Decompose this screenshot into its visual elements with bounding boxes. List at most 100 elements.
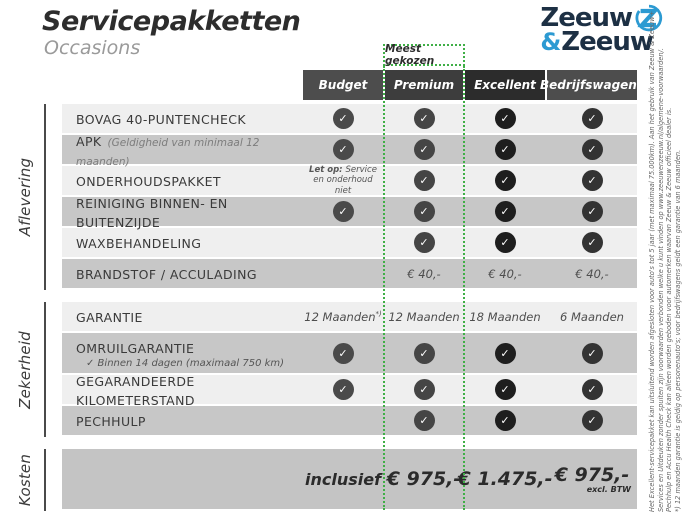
row-label-cell: APK (Geldigheid van minimaal 12 maanden) xyxy=(62,131,301,169)
cell-excellent: ✓ xyxy=(465,166,545,195)
check-icon: ✓ xyxy=(332,201,354,222)
cell-premium: ✓ xyxy=(385,135,463,164)
fineprint-line: Het Excellent-servicepakket kan uitsluit… xyxy=(648,10,656,512)
check-icon: ✓ xyxy=(581,170,603,191)
row-sublabel: ✓ Binnen 14 dagen (maximaal 750 km) xyxy=(86,357,285,369)
row-label-cell: BOVAG 40-PUNTENCHECK xyxy=(62,109,301,128)
row-label: REINIGING BINNEN- EN BUITENZIJDE xyxy=(76,195,228,230)
cell-excellent: ✓ xyxy=(465,197,545,226)
column-header-spacer xyxy=(62,70,301,100)
cell-bedrijfswagens: ✓ xyxy=(547,406,637,435)
fineprint: Het Excellent-servicepakket kan uitsluit… xyxy=(648,10,682,512)
table-row: REINIGING BINNEN- EN BUITENZIJDE ✓ ✓ ✓ ✓ xyxy=(62,196,637,230)
row-label-cell: GARANTIE xyxy=(62,307,301,326)
cell-budget: ✓ xyxy=(303,375,383,404)
section-label-kosten: Kosten xyxy=(15,453,34,507)
cell-price: € 1.475,- xyxy=(457,468,553,490)
cell-value: € 40,- xyxy=(575,266,609,281)
section-divider-line xyxy=(44,302,46,437)
row-label-cell: BRANDSTOF / ACCULADING xyxy=(62,264,301,283)
cell-value: 12 Maanden xyxy=(388,309,460,324)
table-row: GEGARANDEERDE KILOMETERSTAND ✓ ✓ ✓ ✓ xyxy=(62,374,637,408)
check-icon: ✓ xyxy=(494,379,516,400)
fineprint-line: Services en Uitdeuken zonder spuiten zij… xyxy=(656,48,665,512)
section-kosten: Kosten inclusief € 975,- € 1.475,- € 975,- ex… xyxy=(0,449,637,511)
cell-premium: ✓ xyxy=(385,104,463,133)
check-icon: ✓ xyxy=(413,170,435,191)
cell-excellent: ✓ xyxy=(465,104,545,133)
check-icon: ✓ xyxy=(332,379,354,400)
column-headers-row: Budget Premium Excellent Bedrijfswagens xyxy=(62,70,644,100)
row-label: GEGARANDEERDE KILOMETERSTAND xyxy=(76,373,195,408)
page-title: Servicepakketten xyxy=(42,6,301,37)
check-icon: ✓ xyxy=(494,342,516,364)
check-icon: ✓ xyxy=(581,342,603,364)
cell-budget xyxy=(303,228,383,257)
column-header-budget: Budget xyxy=(303,70,383,100)
row-label-cell: PECHHULP xyxy=(62,411,301,430)
check-icon: ✓ xyxy=(494,108,516,129)
cell-budget: 12 Maanden*) xyxy=(303,302,383,331)
logo-word-1: Zeeuw xyxy=(540,3,633,33)
row-label: BOVAG 40-PUNTENCHECK xyxy=(76,112,247,127)
section-zekerheid: Zekerheid GARANTIE 12 Maanden*) 12 Maanden 1… xyxy=(0,302,637,437)
check-icon: ✓ xyxy=(581,108,603,129)
cell-price: € 975,- xyxy=(554,464,630,486)
row-label: APK xyxy=(76,133,102,149)
cell-excellent: ✓ xyxy=(465,406,545,435)
cell-excellent: 18 Maanden xyxy=(465,302,545,331)
section-divider-line xyxy=(44,449,46,511)
cell-budget: ✓ xyxy=(303,333,383,373)
check-icon: ✓ xyxy=(581,139,603,160)
cell-bedrijfswagens: ✓ xyxy=(547,333,637,373)
cell-premium: € 40,- xyxy=(385,259,463,288)
row-label: PECHHULP xyxy=(76,414,146,429)
cell-value: 6 Maanden xyxy=(560,309,624,324)
section-label-zekerheid: Zekerheid xyxy=(15,330,34,409)
zeeuw-zeeuw-logo: Zeeuw & Zeeuw xyxy=(540,4,663,55)
check-icon: ✓ xyxy=(494,410,516,431)
cell-premium: ✓ xyxy=(385,333,463,373)
check-icon: ✓ xyxy=(494,170,516,191)
logo-word-2: Zeeuw xyxy=(561,27,654,57)
table-row: BOVAG 40-PUNTENCHECK ✓ ✓ ✓ ✓ xyxy=(62,104,637,133)
section-label-aflevering: Aflevering xyxy=(15,157,34,237)
cell-excellent: ✓ xyxy=(465,375,545,404)
most-chosen-badge: Meest gekozen xyxy=(383,43,465,67)
cell-value: € 40,- xyxy=(488,266,522,281)
cell-excellent: € 40,- xyxy=(465,259,545,288)
cell-premium: 12 Maanden xyxy=(385,302,463,331)
cell-bedrijfswagens: ✓ xyxy=(547,197,637,226)
cell-value: 12 Maanden*) xyxy=(304,309,382,324)
table-row: WAXBEHANDELING ✓ ✓ ✓ xyxy=(62,228,637,257)
check-icon: ✓ xyxy=(413,410,435,431)
column-header-bedrijfswagens: Bedrijfswagens xyxy=(540,70,644,100)
cell-price: € 975,- xyxy=(386,468,462,490)
check-icon: ✓ xyxy=(332,342,354,364)
cell-budget: ✓ xyxy=(303,135,383,164)
cell-premium: ✓ xyxy=(385,228,463,257)
section-rows: inclusief € 975,- € 1.475,- € 975,- excl. BT… xyxy=(62,449,637,511)
cell-value: € 40,- xyxy=(407,266,441,281)
check-icon: ✓ xyxy=(332,139,354,160)
row-label-cell: WAXBEHANDELING xyxy=(62,233,301,252)
row-label-cell: REINIGING BINNEN- EN BUITENZIJDE xyxy=(62,193,301,231)
z-swoosh-icon xyxy=(635,4,663,32)
price-subnote: excl. BTW xyxy=(586,485,631,494)
table-body: Aflevering BOVAG 40-PUNTENCHECK ✓ ✓ ✓ ✓ APK (Ge… xyxy=(0,104,637,514)
check-icon: ✓ xyxy=(494,139,516,160)
cell-note: Let op: Service en onderhoud niet xyxy=(309,164,377,196)
check-icon: ✓ xyxy=(413,232,435,253)
logo-ampersand: & xyxy=(540,28,561,56)
section-gutter: Zekerheid xyxy=(0,302,62,437)
cell-budget: ✓ xyxy=(303,197,383,226)
table-row: inclusief € 975,- € 1.475,- € 975,- excl. BT… xyxy=(62,449,637,509)
table-row: APK (Geldigheid van minimaal 12 maanden) ✓… xyxy=(62,134,637,168)
cell-bedrijfswagens: ✓ xyxy=(547,104,637,133)
table-row: OMRUILGARANTIE ✓ Binnen 14 dagen (maximaa… xyxy=(62,333,637,373)
check-icon: ✓ xyxy=(494,232,516,253)
check-icon: ✓ xyxy=(413,379,435,400)
row-sublabel: (Geldigheid van minimaal 12 maanden) xyxy=(76,136,260,168)
section-divider-line xyxy=(44,104,46,290)
